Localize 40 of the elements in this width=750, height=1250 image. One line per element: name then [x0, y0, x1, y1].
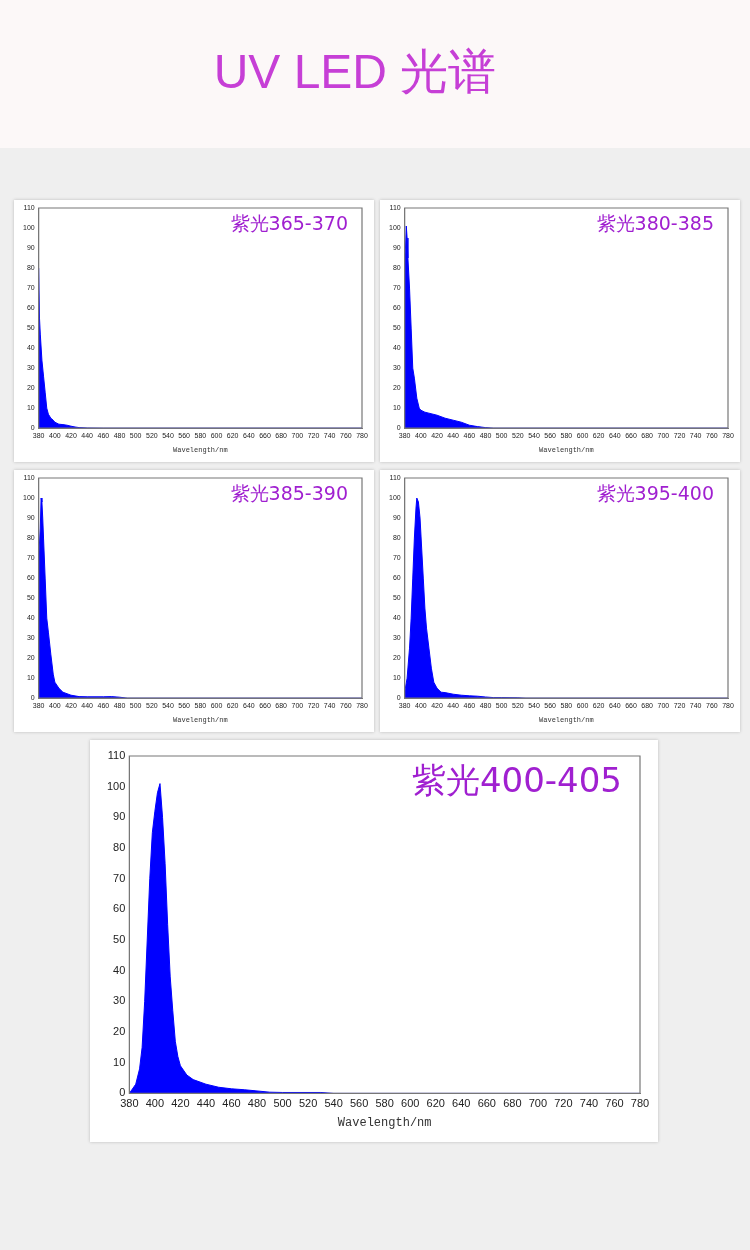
- text: UV LED 光谱: [212, 44, 498, 100]
- y-tick-label: 30: [113, 994, 126, 1007]
- x-tick-label: 600: [401, 1097, 420, 1110]
- x-tick-label: 680: [503, 1097, 522, 1110]
- x-tick-label: 520: [298, 1097, 318, 1110]
- x-tick-label: 500: [273, 1097, 292, 1110]
- x-tick-label: 780: [630, 1097, 650, 1110]
- y-tick-label: 60: [113, 902, 126, 915]
- x-tick-label: 560: [349, 1097, 369, 1110]
- x-tick-label: 640: [452, 1097, 471, 1110]
- x-tick-label: 580: [375, 1097, 394, 1110]
- x-tick-label: 540: [324, 1097, 343, 1110]
- y-tick-label: 10: [113, 1055, 126, 1068]
- x-tick-label: 700: [528, 1097, 548, 1110]
- x-tick-label: 440: [196, 1097, 216, 1110]
- y-tick-label: 90: [113, 810, 126, 823]
- y-tick-label: 20: [113, 1025, 126, 1038]
- y-tick-label: 0: [119, 1086, 126, 1099]
- chart-title: 紫光380-385: [596, 212, 714, 235]
- y-tick-label: 70: [113, 871, 126, 884]
- x-tick-label: 460: [222, 1097, 241, 1110]
- y-tick-label: 40: [113, 963, 126, 976]
- x-tick-label: 760: [605, 1097, 624, 1110]
- y-tick-label: 110: [107, 749, 126, 762]
- chart-title: 紫光385-390: [230, 482, 348, 505]
- x-tick-label: 420: [171, 1097, 190, 1110]
- x-axis-title: Wavelength/nm: [337, 1115, 432, 1130]
- x-tick-label: 740: [579, 1097, 599, 1110]
- y-tick-label: 100: [106, 779, 126, 792]
- x-tick-label: 660: [477, 1097, 496, 1110]
- y-tick-label: 80: [113, 841, 126, 854]
- x-tick-label: 620: [426, 1097, 445, 1110]
- y-tick-label: 50: [113, 933, 126, 946]
- x-tick-label: 400: [145, 1097, 165, 1110]
- x-tick-label: 480: [247, 1097, 267, 1110]
- x-tick-label: 720: [554, 1097, 573, 1110]
- x-tick-label: 380: [120, 1097, 139, 1110]
- chart-title: 紫光400-405: [411, 759, 622, 800]
- chart-title: 紫光365-370: [230, 212, 348, 235]
- chart-title: 紫光395-400: [596, 482, 714, 505]
